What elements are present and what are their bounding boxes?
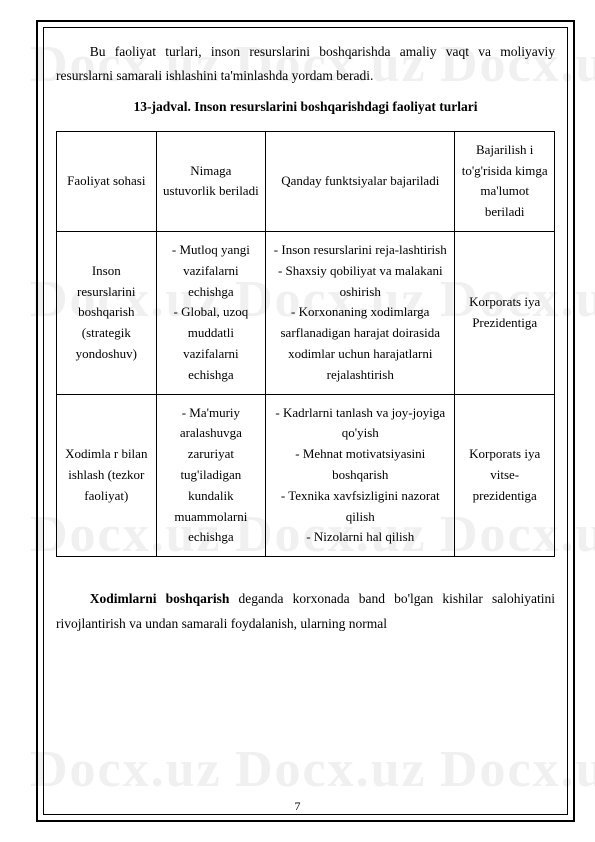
bottom-paragraph: Xodimlarni boshqarish deganda korxonada …: [56, 587, 555, 636]
table-cell: - Ma'muriy aralashuvga zaruriyat tug'ila…: [156, 394, 266, 557]
intro-paragraph: Bu faoliyat turlari, inson resurslarini …: [56, 40, 555, 89]
table-header-row: Faoliyat sohasi Nimaga ustuvorlik berila…: [57, 131, 555, 231]
page-number: 7: [0, 799, 595, 814]
header-cell: Qanday funktsiyalar bajariladi: [266, 131, 455, 231]
table-cell: Korporats iya vitse-prezidentiga: [455, 394, 555, 557]
bold-term: Xodimlarni boshqarish: [90, 591, 230, 606]
table-row: Xodimla r bilan ishlash (tezkor faoliyat…: [57, 394, 555, 557]
table-cell: - Inson resurslarini reja-lashtirish- Sh…: [266, 232, 455, 395]
header-cell: Nimaga ustuvorlik beriladi: [156, 131, 266, 231]
page-content: Bu faoliyat turlari, inson resurslarini …: [56, 40, 555, 636]
table-title: 13-jadval. Inson resurslarini boshqarish…: [56, 95, 555, 119]
activity-table: Faoliyat sohasi Nimaga ustuvorlik berila…: [56, 131, 555, 557]
table-cell: - Kadrlarni tanlash va joy-joyiga qo'yis…: [266, 394, 455, 557]
header-cell: Faoliyat sohasi: [57, 131, 157, 231]
table-cell: - Mutloq yangi vazifalarni echishga- Glo…: [156, 232, 266, 395]
header-cell: Bajarilish i to'g'risida kimga ma'lumot …: [455, 131, 555, 231]
table-cell: Inson resurslarini boshqarish (strategik…: [57, 232, 157, 395]
table-cell: Korporats iya Prezidentiga: [455, 232, 555, 395]
table-row: Inson resurslarini boshqarish (strategik…: [57, 232, 555, 395]
table-cell: Xodimla r bilan ishlash (tezkor faoliyat…: [57, 394, 157, 557]
